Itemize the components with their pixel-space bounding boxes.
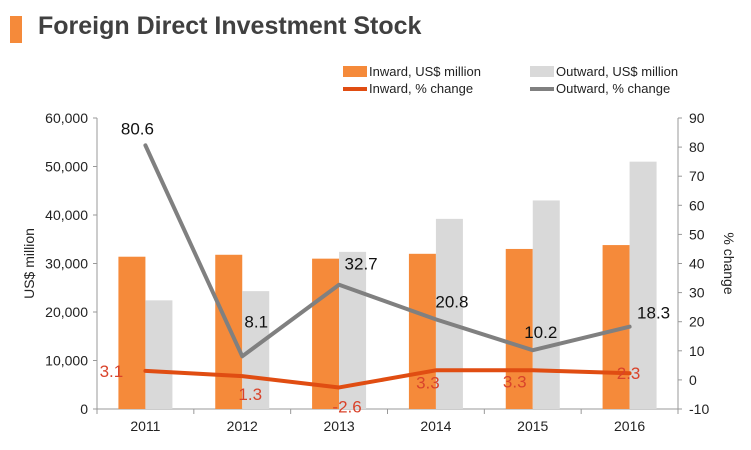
data-label-inward-pct: 2.3 [617, 364, 641, 383]
data-label-inward-pct: 3.3 [503, 372, 527, 391]
bar-outward-stock [532, 200, 560, 409]
y-tick-label-right: 80 [689, 139, 705, 155]
bar-inward-stock [505, 248, 533, 409]
x-tick-label: 2011 [130, 418, 160, 434]
x-tick-label: 2014 [420, 418, 451, 434]
y-tick-label-left: 20,000 [45, 304, 88, 320]
page-title: Foreign Direct Investment Stock [38, 12, 422, 40]
data-label-inward-pct: 3.1 [100, 362, 124, 381]
data-label-outward-pct: 20.8 [435, 292, 468, 311]
y-tick-label-right: 10 [689, 343, 705, 359]
y-tick-label-right: 20 [689, 314, 705, 330]
data-label-outward-pct: 8.1 [244, 312, 268, 331]
y-tick-label-left: 10,000 [45, 353, 88, 369]
data-label-inward-pct: 1.3 [238, 385, 262, 404]
y-tick-label-right: 60 [689, 197, 705, 213]
data-label-outward-pct: 32.7 [345, 255, 378, 274]
y-tick-label-left: 30,000 [45, 256, 88, 272]
y-tick-label-left: 40,000 [45, 207, 88, 223]
y-tick-label-left: 60,000 [45, 110, 88, 126]
bar-outward-stock [629, 161, 657, 409]
bar-outward-stock [242, 291, 270, 409]
y-tick-label-left: 50,000 [45, 159, 88, 175]
bar-inward-stock [408, 253, 436, 409]
y-axis-title-left: US$ million [21, 228, 37, 299]
y-tick-label-right: 90 [689, 110, 705, 126]
y-axis-title-right: % change [721, 232, 737, 294]
x-tick-label: 2015 [517, 418, 548, 434]
x-tick-label: 2012 [227, 418, 258, 434]
bar-outward-stock [145, 300, 173, 409]
data-label-outward-pct: 10.2 [524, 323, 557, 342]
x-tick-label: 2016 [614, 418, 645, 434]
bar-inward-stock [215, 254, 243, 409]
bar-inward-stock [118, 256, 146, 409]
title-accent-bar [10, 16, 22, 43]
data-label-outward-pct: 80.6 [121, 119, 154, 138]
y-tick-label-left: 0 [80, 401, 88, 417]
y-tick-label-right: 70 [689, 168, 705, 184]
data-label-inward-pct: 3.3 [416, 373, 440, 392]
line-outward-pct [143, 143, 632, 359]
y-tick-label-right: -10 [689, 401, 709, 417]
y-tick-label-right: 40 [689, 256, 705, 272]
y-tick-label-right: 0 [689, 372, 697, 388]
data-label-outward-pct: 18.3 [637, 304, 670, 323]
y-tick-label-right: 30 [689, 285, 705, 301]
bar-outward-stock [435, 218, 463, 409]
x-tick-label: 2013 [324, 418, 355, 434]
data-label-inward-pct: -2.6 [332, 397, 361, 416]
y-tick-label-right: 50 [689, 226, 705, 242]
line-inward-pct [143, 368, 632, 390]
